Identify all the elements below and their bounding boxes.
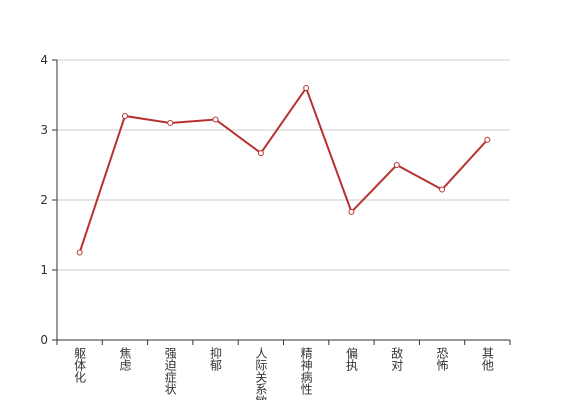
x-tick-label: 躯体化 [73, 346, 87, 384]
x-tick-label: 偏执 [344, 346, 358, 372]
point [76, 249, 83, 256]
point [484, 136, 491, 143]
line [78, 85, 489, 253]
point [393, 162, 400, 168]
x-tick-label: 敌对 [390, 346, 404, 371]
x-tick-label: 人际关系敏感 [254, 347, 268, 400]
point [167, 120, 174, 126]
point [439, 186, 446, 193]
y-tick-label: 0 [40, 333, 48, 347]
point [212, 116, 219, 123]
point [121, 113, 128, 119]
point [303, 85, 310, 91]
y-tick-label: 1 [40, 263, 48, 277]
x-tick-label: 抑郁 [209, 346, 223, 372]
x-tick-label: 焦虑 [118, 347, 132, 371]
point [348, 208, 355, 215]
y-tick-label: 4 [40, 53, 48, 67]
y-tick-label: 3 [40, 123, 48, 137]
x-tick-label: 强迫症状 [163, 347, 177, 395]
point [257, 150, 264, 157]
x-tick-label: 其他 [480, 347, 494, 371]
y-tick-label: 2 [40, 193, 48, 207]
x-tick-label: 精神病性 [299, 347, 313, 396]
x-tick-label: 恐怖 [435, 347, 449, 371]
